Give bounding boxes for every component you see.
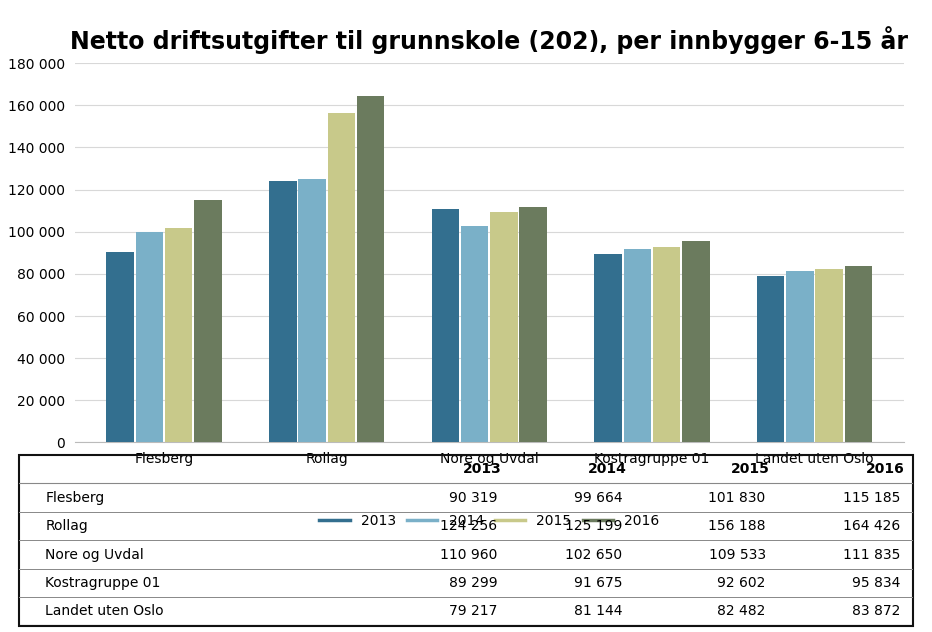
Bar [595, 254, 622, 442]
Text: 83 872: 83 872 [852, 604, 900, 619]
Bar [816, 269, 843, 442]
Text: 89 299: 89 299 [448, 576, 498, 590]
Text: 90 319: 90 319 [449, 490, 498, 505]
Text: 102 650: 102 650 [566, 547, 623, 562]
Bar [757, 276, 785, 442]
Text: 115 185: 115 185 [843, 490, 900, 505]
Bar [269, 181, 296, 442]
Text: 2016: 2016 [866, 462, 904, 477]
Bar [106, 252, 134, 442]
Text: 99 664: 99 664 [574, 490, 623, 505]
Text: 91 675: 91 675 [574, 576, 623, 590]
Y-axis label: Kroner: Kroner [0, 230, 2, 276]
Bar [624, 249, 651, 442]
Text: 79 217: 79 217 [449, 604, 498, 619]
Text: 2014: 2014 [588, 462, 627, 477]
Bar [327, 113, 355, 442]
Bar [490, 212, 517, 442]
Text: Landet uten Oslo: Landet uten Oslo [46, 604, 164, 619]
Text: 164 426: 164 426 [843, 519, 900, 533]
Text: 156 188: 156 188 [708, 519, 766, 533]
Bar [136, 233, 163, 442]
Bar [787, 272, 814, 442]
Bar [432, 209, 459, 442]
Bar [461, 226, 488, 442]
Text: Rollag: Rollag [46, 519, 89, 533]
Text: 81 144: 81 144 [574, 604, 623, 619]
Text: 125 199: 125 199 [565, 519, 623, 533]
Text: 109 533: 109 533 [708, 547, 766, 562]
Text: 2013: 2013 [463, 462, 501, 477]
Text: 95 834: 95 834 [852, 576, 900, 590]
Bar [682, 241, 709, 442]
Bar [519, 207, 547, 442]
Text: 92 602: 92 602 [718, 576, 766, 590]
Bar [194, 200, 222, 442]
Bar [357, 96, 384, 442]
Text: 111 835: 111 835 [843, 547, 900, 562]
Text: Kostragruppe 01: Kostragruppe 01 [46, 576, 161, 590]
Text: 124 256: 124 256 [440, 519, 498, 533]
Bar [844, 265, 872, 442]
Title: Netto driftsutgifter til grunnskole (202), per innbygger 6-15 år: Netto driftsutgifter til grunnskole (202… [70, 27, 909, 54]
Text: 82 482: 82 482 [718, 604, 766, 619]
Text: 110 960: 110 960 [440, 547, 498, 562]
Bar [652, 247, 680, 442]
Bar [298, 179, 326, 442]
Text: 2015: 2015 [732, 462, 770, 477]
Text: 101 830: 101 830 [708, 490, 766, 505]
Legend: 2013, 2014, 2015, 2016: 2013, 2014, 2015, 2016 [315, 510, 664, 532]
Text: Flesberg: Flesberg [46, 490, 104, 505]
Text: Nore og Uvdal: Nore og Uvdal [46, 547, 144, 562]
Bar [165, 228, 192, 442]
